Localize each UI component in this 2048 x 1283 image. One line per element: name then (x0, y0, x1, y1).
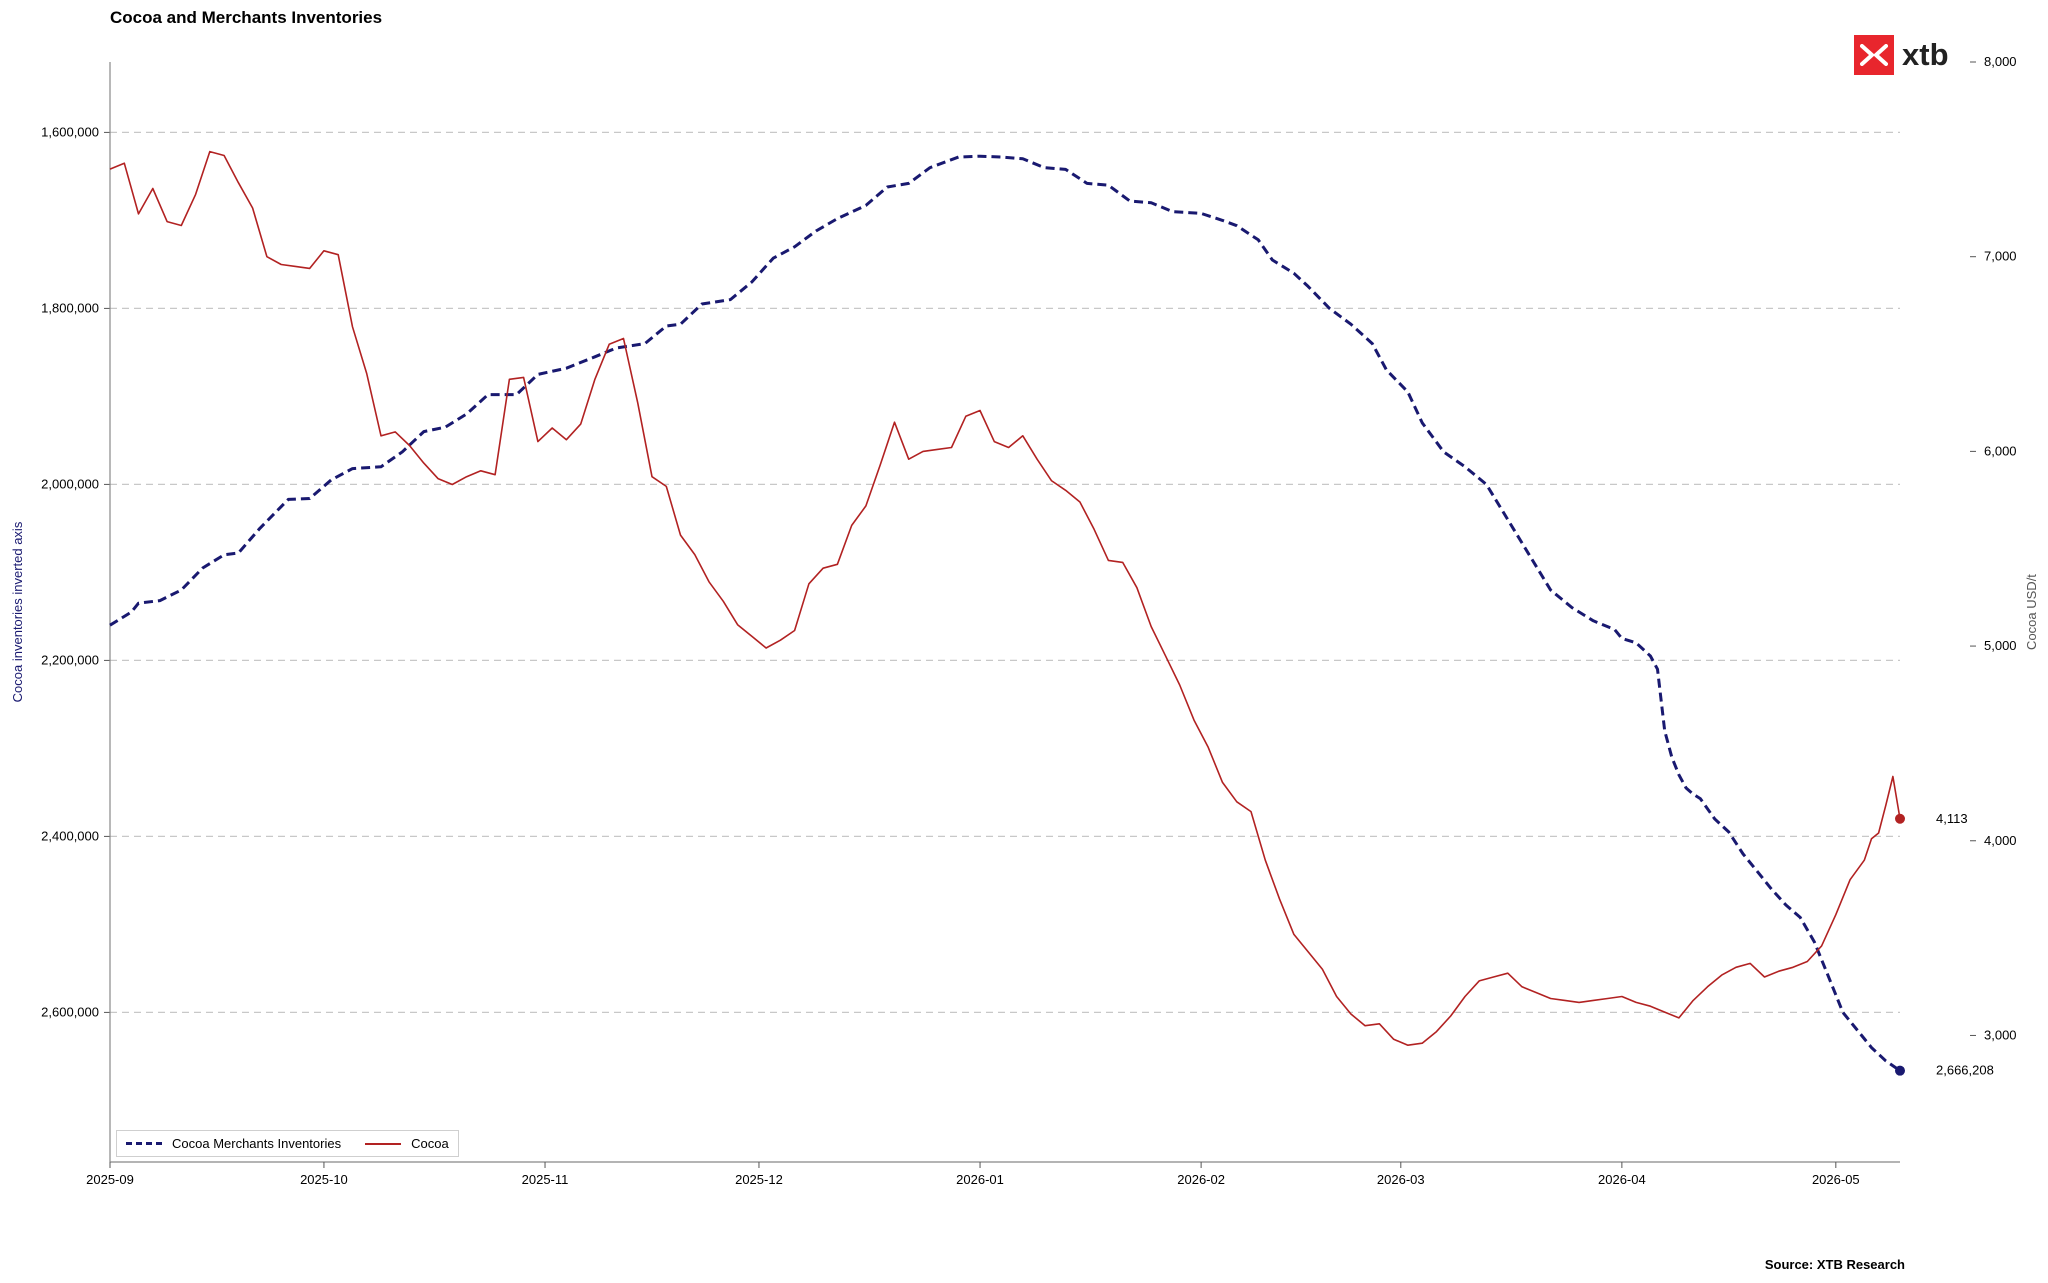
inventories-last-value: 2,666,208 (1936, 1063, 1994, 1078)
series-layer (109, 150, 1905, 1076)
legend-item-inventories: Cocoa Merchants Inventories (126, 1136, 341, 1151)
logo-text: xtb (1902, 37, 1949, 72)
legend: Cocoa Merchants Inventories Cocoa (116, 1130, 459, 1157)
y-right-axis-label: Cocoa USD/t (2024, 574, 2039, 650)
cocoa-line (109, 150, 1901, 1046)
x-tick-label: 2025-09 (86, 1172, 134, 1187)
y-right-tick-label: 7,000 (1984, 249, 2017, 264)
x-tick-label: 2025-12 (735, 1172, 783, 1187)
legend-swatch-cocoa (365, 1142, 402, 1145)
y-right-tick-label: 8,000 (1984, 54, 2017, 69)
y-right-tick-label: 3,000 (1984, 1027, 2017, 1042)
legend-item-cocoa: Cocoa (365, 1136, 449, 1151)
y-left-tick-label: 1,800,000 (41, 300, 99, 315)
x-tick-label: 2026-03 (1377, 1172, 1425, 1187)
y-left-tick-label: 1,600,000 (41, 124, 99, 139)
x-tick-label: 2025-11 (522, 1172, 569, 1187)
x-tick-label: 2026-05 (1812, 1172, 1860, 1187)
y-left-tick-label: 2,000,000 (41, 476, 99, 491)
cocoa-last-point (1895, 813, 1905, 824)
x-tick-label: 2026-01 (956, 1172, 1004, 1187)
y-right-tick-label: 6,000 (1984, 443, 2017, 458)
y-left-tick-label: 2,600,000 (41, 1004, 99, 1019)
y-right-tick-label: 4,000 (1984, 833, 2017, 848)
axis-labels: 1,600,000 1,800,000 2,000,000 2,200,000 2,40… (10, 54, 2039, 1187)
gridlines (110, 131, 1900, 1014)
legend-label-cocoa: Cocoa (411, 1136, 449, 1151)
xtb-logo-icon (1854, 35, 1894, 75)
y-right-tick-label: 5,000 (1984, 638, 2017, 653)
x-tick-label: 2025-10 (300, 1172, 348, 1187)
source-note: Source: XTB Research (1764, 1257, 1905, 1272)
logo: xtb (1854, 35, 1949, 75)
x-tick-label: 2026-02 (1177, 1172, 1225, 1187)
y-left-tick-label: 2,200,000 (41, 652, 99, 667)
inventories-line (109, 154, 1901, 1072)
axes (104, 61, 1976, 1168)
legend-swatch-inventories (126, 1142, 162, 1145)
cocoa-last-value: 4,113 (1936, 811, 1968, 826)
x-tick-label: 2026-04 (1598, 1172, 1646, 1187)
y-left-axis-label: Cocoa inventories inverted axis (10, 521, 25, 702)
legend-label-inventories: Cocoa Merchants Inventories (172, 1136, 342, 1151)
inventories-last-point (1895, 1065, 1905, 1076)
y-left-tick-label: 2,400,000 (41, 828, 99, 843)
chart-title: Cocoa and Merchants Inventories (110, 8, 383, 27)
